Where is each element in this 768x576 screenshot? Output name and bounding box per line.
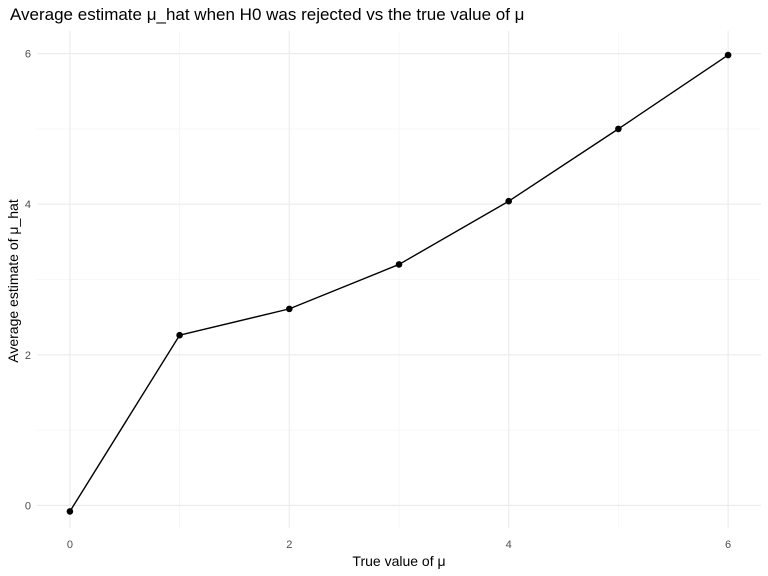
y-tick-label-3: 6 [25,49,31,61]
y-tick-label-2: 4 [25,199,31,211]
grid-minor [37,31,761,528]
y-axis-title: Average estimate of μ_hat [5,199,21,363]
x-tick-label-1: 2 [286,539,292,551]
x-tick-labels: 0 2 4 6 [67,539,731,551]
data-point-0 [66,508,74,515]
y-tick-label-1: 2 [25,350,31,362]
data-point-1 [176,331,183,339]
series-layer [66,51,732,515]
data-point-3 [395,261,403,268]
y-tick-label-0: 0 [25,500,31,512]
x-tick-label-2: 4 [506,539,512,551]
x-axis-title: True value of μ [352,553,445,569]
chart-title: Average estimate μ_hat when H0 was rejec… [10,5,524,24]
x-tick-label-0: 0 [67,539,73,551]
y-tick-labels: 0 2 4 6 [25,49,31,513]
grid-major [37,31,761,528]
x-tick-label-3: 6 [725,539,731,551]
data-point-4 [505,197,512,205]
data-point-5 [615,125,622,133]
data-point-6 [724,51,732,59]
data-point-2 [286,305,293,313]
